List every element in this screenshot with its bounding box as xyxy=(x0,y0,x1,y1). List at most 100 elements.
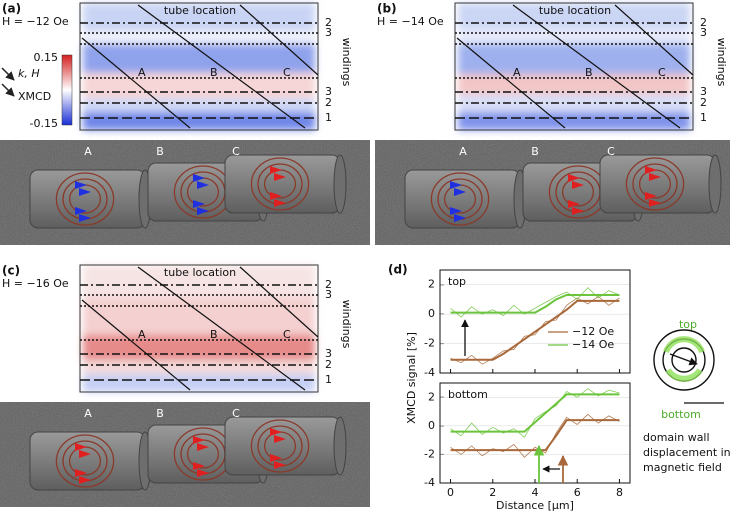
photo-label: B xyxy=(156,145,164,158)
map-band xyxy=(83,296,315,335)
windings-label: windings xyxy=(715,38,728,87)
xmcd-arrow xyxy=(1,83,15,97)
plot-frame xyxy=(439,269,631,374)
winding-number: 3 xyxy=(700,85,707,98)
photo-label: C xyxy=(607,145,615,158)
winding xyxy=(250,157,310,211)
panel-label: (a) xyxy=(2,2,21,16)
map-band xyxy=(458,112,690,130)
moment-arrow xyxy=(568,200,584,215)
x-tick-label: 4 xyxy=(532,486,539,499)
y-tick-label: 0 xyxy=(428,307,435,320)
map-band xyxy=(458,43,690,75)
domain xyxy=(665,368,703,382)
fit-line xyxy=(450,294,620,314)
winding-number: 1 xyxy=(700,111,707,124)
xmcd-map xyxy=(458,3,690,130)
winding-number: 2 xyxy=(700,96,707,109)
winding-number: 1 xyxy=(325,373,332,386)
moment-arrow xyxy=(193,436,209,451)
map-frame xyxy=(454,2,694,131)
moment-arrow xyxy=(450,207,466,222)
map-band xyxy=(458,3,690,29)
winding-number: 2 xyxy=(325,96,332,109)
tube-edge xyxy=(239,4,319,76)
winding xyxy=(625,157,685,211)
x-tick-label: 6 xyxy=(574,486,581,499)
map-band xyxy=(83,3,315,31)
tube-edge xyxy=(239,266,319,338)
photo-label: B xyxy=(156,407,164,420)
k-h-label: k, H xyxy=(18,67,40,80)
tube-label: B xyxy=(210,66,218,79)
xmcd-map xyxy=(83,3,315,130)
colorbar xyxy=(61,54,73,126)
tube-edge xyxy=(81,37,191,129)
tube xyxy=(29,169,152,229)
moment-arrow xyxy=(75,469,91,484)
location-label: tube location xyxy=(539,4,611,17)
photo-label: A xyxy=(84,145,92,158)
schematic-bottom: bottom xyxy=(661,408,701,421)
tube xyxy=(224,154,347,214)
field-label: H = −12 Oe xyxy=(2,15,69,28)
winding-number: 1 xyxy=(325,111,332,124)
tube-edge xyxy=(456,37,566,129)
ring xyxy=(653,329,715,391)
x-tick-label: 0 xyxy=(447,486,454,499)
map-band xyxy=(83,360,315,375)
map-band xyxy=(83,265,315,297)
k-arrow xyxy=(1,67,15,81)
winding-number: 3 xyxy=(700,26,707,39)
moment-arrow xyxy=(270,166,286,181)
location-label: tube location xyxy=(164,266,236,279)
windings-label: windings xyxy=(340,38,353,87)
moment-arrow xyxy=(193,200,209,215)
moment-arrow xyxy=(270,428,286,443)
map-band xyxy=(83,30,315,44)
photo-label: B xyxy=(531,145,539,158)
winding-number: 3 xyxy=(325,347,332,360)
winding xyxy=(55,172,115,226)
fit-line xyxy=(450,299,620,361)
arrow xyxy=(669,353,698,366)
tube-edge xyxy=(512,4,681,129)
photo-label: A xyxy=(459,145,467,158)
moment-arrow xyxy=(270,454,286,469)
tube-end xyxy=(708,154,722,214)
x-tick-label: 2 xyxy=(489,486,496,499)
moment-arrow xyxy=(75,443,91,458)
caption: displacement in xyxy=(643,446,730,459)
winding-number: 2 xyxy=(325,278,332,291)
legend-entry: −12 Oe xyxy=(572,325,614,338)
winding xyxy=(430,172,490,226)
y-tick-label: 2 xyxy=(428,278,435,291)
moment-arrow xyxy=(568,174,584,189)
y-tick-label: -4 xyxy=(424,476,435,489)
y-tick-label: -4 xyxy=(424,366,435,379)
domain xyxy=(663,336,705,354)
field-label: H = −16 Oe xyxy=(2,277,69,290)
ring xyxy=(671,347,697,373)
photo-label: A xyxy=(84,407,92,420)
fit-line xyxy=(450,393,620,433)
winding-number: 2 xyxy=(700,16,707,29)
tube-label: C xyxy=(283,328,291,341)
map-band xyxy=(83,334,315,361)
tube xyxy=(404,169,527,229)
tube-label: A xyxy=(513,66,521,79)
windings-label: windings xyxy=(340,300,353,349)
photo-label: C xyxy=(232,145,240,158)
plot-frame xyxy=(439,382,631,484)
y-tick-label: -2 xyxy=(424,447,435,460)
moment-arrow xyxy=(645,192,661,207)
map-band xyxy=(83,98,315,113)
winding xyxy=(250,419,310,473)
panel-label: (b) xyxy=(377,2,397,16)
tube-label: C xyxy=(283,66,291,79)
panel-label: (d) xyxy=(388,263,408,277)
moment-arrow xyxy=(193,174,209,189)
moment-arrow xyxy=(193,462,209,477)
